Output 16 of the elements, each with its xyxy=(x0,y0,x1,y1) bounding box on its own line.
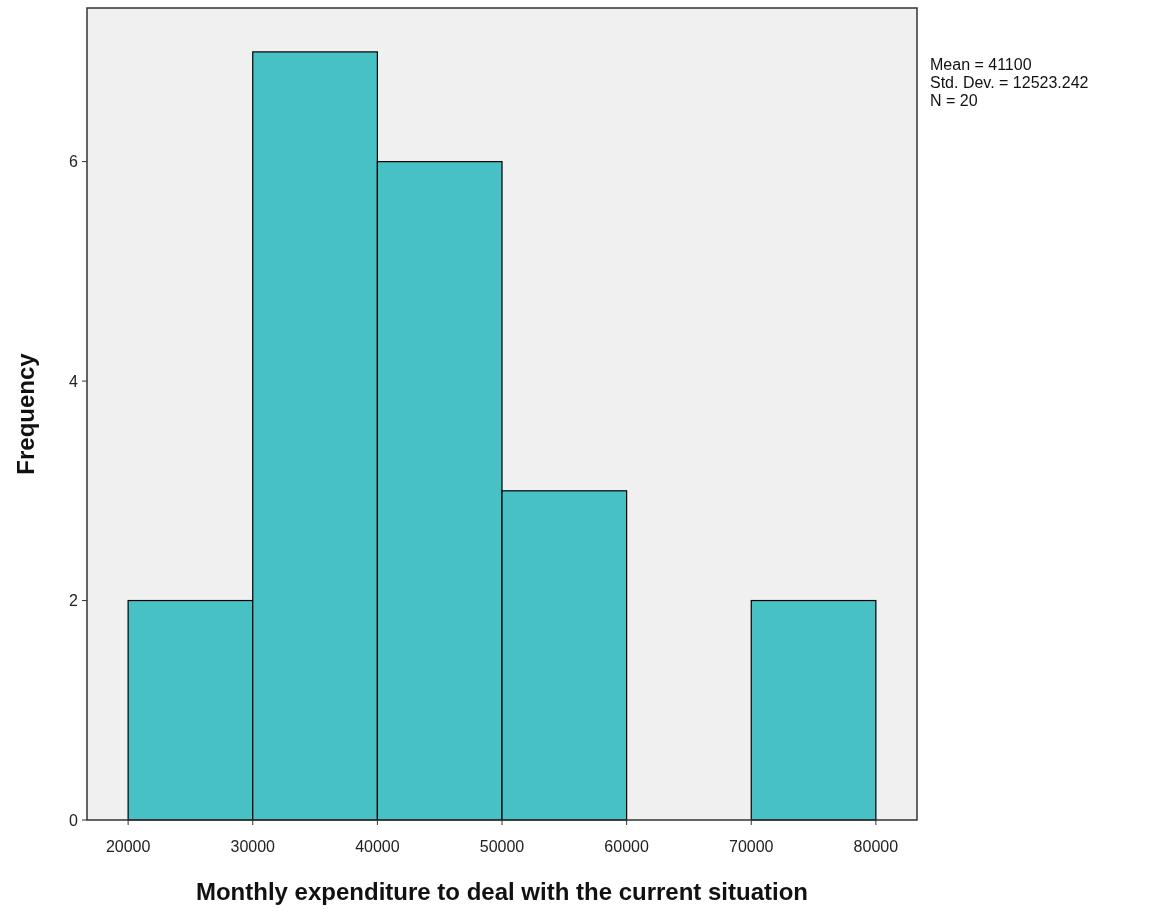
text: N = 20 xyxy=(930,92,978,109)
x-tick-label: 80000 xyxy=(853,838,899,855)
x-axis-title: Monthly expenditure to deal with the current situation xyxy=(195,878,809,905)
y-axis-title: Frequency xyxy=(12,352,39,475)
x-tick-label: 50000 xyxy=(479,838,525,855)
text: Mean = 41100 xyxy=(930,56,1032,73)
y-tick-label: 4 xyxy=(69,372,79,390)
text: Std. Dev. = 12523.242 xyxy=(930,74,1089,91)
y-tick-label: 6 xyxy=(69,153,79,171)
y-tick-label: 2 xyxy=(69,592,79,610)
x-tick-label: 20000 xyxy=(105,838,151,855)
x-tick-label: 40000 xyxy=(355,838,400,855)
x-tick-label: 60000 xyxy=(604,838,649,855)
x-tick-label: 30000 xyxy=(230,838,276,855)
x-tick-label: 70000 xyxy=(729,838,774,855)
y-tick-label: 0 xyxy=(69,811,79,829)
